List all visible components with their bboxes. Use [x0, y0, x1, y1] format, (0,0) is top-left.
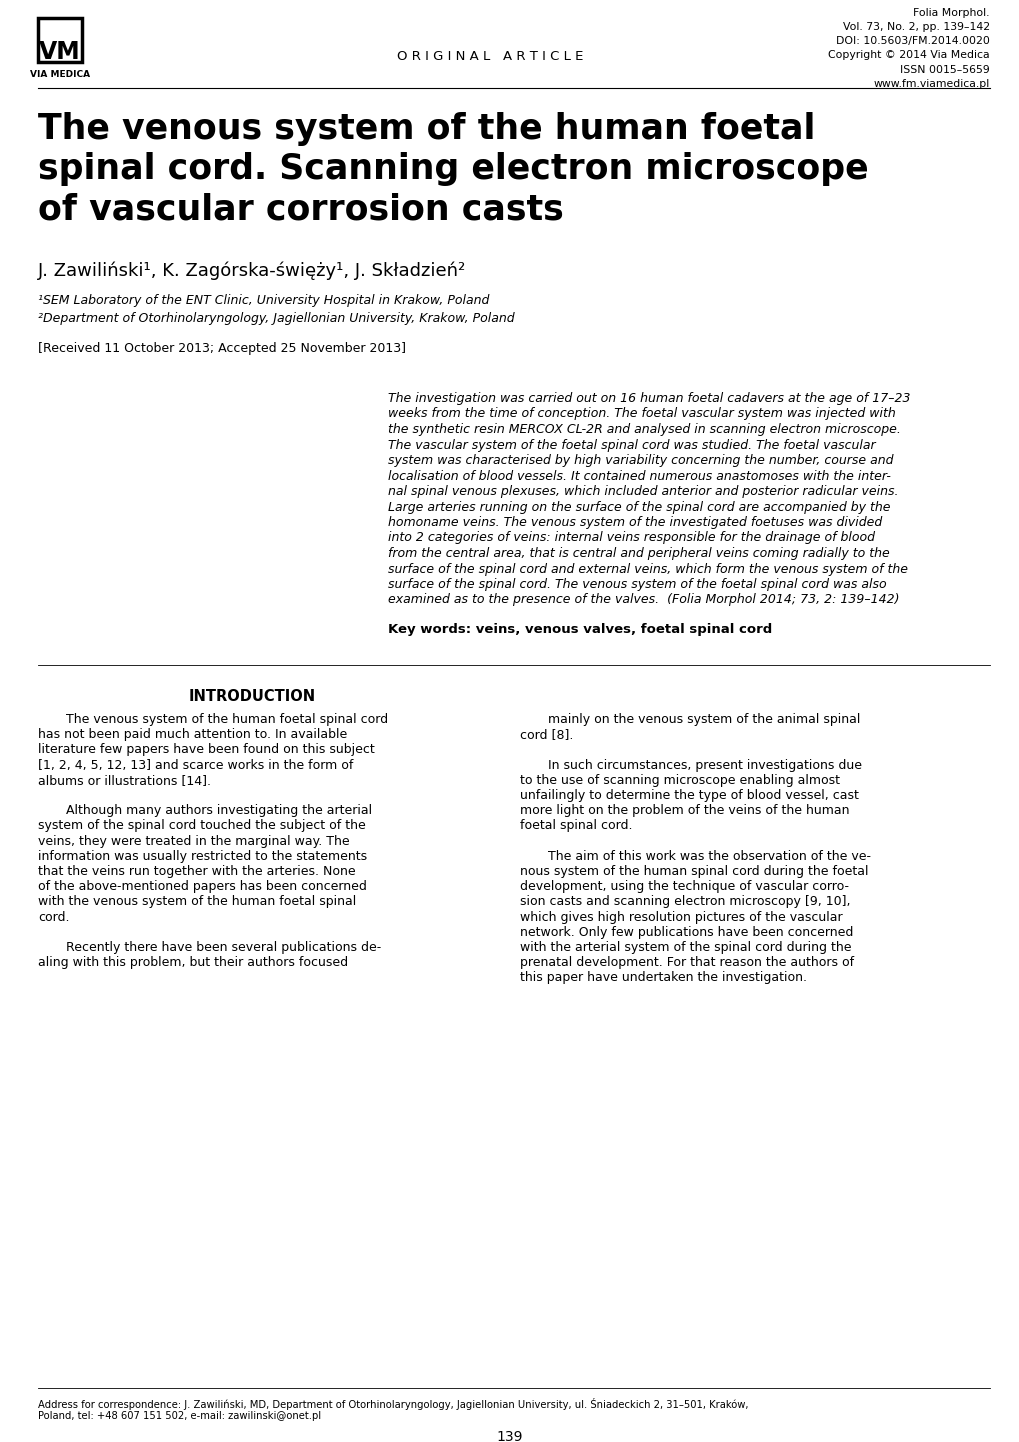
Text: Folia Morphol.
Vol. 73, No. 2, pp. 139–142
DOI: 10.5603/FM.2014.0020
Copyright ©: Folia Morphol. Vol. 73, No. 2, pp. 139–1… [827, 9, 989, 89]
Text: prenatal development. For that reason the authors of: prenatal development. For that reason th… [520, 956, 853, 969]
Text: sion casts and scanning electron microscopy [9, 10],: sion casts and scanning electron microsc… [520, 895, 850, 908]
Text: with the venous system of the human foetal spinal: with the venous system of the human foet… [38, 895, 356, 908]
Text: information was usually restricted to the statements: information was usually restricted to th… [38, 849, 367, 862]
Text: aling with this problem, but their authors focused: aling with this problem, but their autho… [38, 956, 347, 969]
Text: homoname veins. The venous system of the investigated foetuses was divided: homoname veins. The venous system of the… [387, 516, 881, 529]
Text: from the central area, that is central and peripheral veins coming radially to t: from the central area, that is central a… [387, 547, 889, 559]
Text: with the arterial system of the spinal cord during the: with the arterial system of the spinal c… [520, 942, 851, 955]
Text: albums or illustrations [14].: albums or illustrations [14]. [38, 774, 211, 787]
Text: Key words: veins, venous valves, foetal spinal cord: Key words: veins, venous valves, foetal … [387, 623, 771, 636]
Text: weeks from the time of conception. The foetal vascular system was injected with: weeks from the time of conception. The f… [387, 408, 895, 421]
Text: of vascular corrosion casts: of vascular corrosion casts [38, 192, 564, 226]
Text: system was characterised by high variability concerning the number, course and: system was characterised by high variabi… [387, 454, 893, 467]
Text: surface of the spinal cord and external veins, which form the venous system of t: surface of the spinal cord and external … [387, 562, 907, 575]
Text: VIA MEDICA: VIA MEDICA [30, 71, 90, 79]
Text: surface of the spinal cord. The venous system of the foetal spinal cord was also: surface of the spinal cord. The venous s… [387, 578, 886, 591]
Text: [1, 2, 4, 5, 12, 13] and scarce works in the form of: [1, 2, 4, 5, 12, 13] and scarce works in… [38, 758, 353, 771]
Text: this paper have undertaken the investigation.: this paper have undertaken the investiga… [520, 972, 806, 985]
Text: J. Zawiliński¹, K. Zagórska-święży¹, J. Składzień²: J. Zawiliński¹, K. Zagórska-święży¹, J. … [38, 262, 466, 281]
Text: more light on the problem of the veins of the human: more light on the problem of the veins o… [520, 805, 849, 818]
FancyBboxPatch shape [38, 17, 82, 62]
Text: The investigation was carried out on 16 human foetal cadavers at the age of 17–2: The investigation was carried out on 16 … [387, 392, 910, 405]
Text: The venous system of the human foetal spinal cord: The venous system of the human foetal sp… [66, 712, 388, 725]
Text: to the use of scanning microscope enabling almost: to the use of scanning microscope enabli… [520, 774, 840, 787]
Text: VM: VM [39, 40, 81, 63]
Text: development, using the technique of vascular corro-: development, using the technique of vasc… [520, 880, 848, 893]
Text: unfailingly to determine the type of blood vessel, cast: unfailingly to determine the type of blo… [520, 789, 858, 802]
Text: cord.: cord. [38, 910, 69, 923]
Text: into 2 categories of veins: internal veins responsible for the drainage of blood: into 2 categories of veins: internal vei… [387, 532, 874, 545]
Text: The vascular system of the foetal spinal cord was studied. The foetal vascular: The vascular system of the foetal spinal… [387, 438, 874, 451]
Text: The aim of this work was the observation of the ve-: The aim of this work was the observation… [547, 849, 870, 862]
Text: O R I G I N A L   A R T I C L E: O R I G I N A L A R T I C L E [396, 50, 583, 63]
Text: [Received 11 October 2013; Accepted 25 November 2013]: [Received 11 October 2013; Accepted 25 N… [38, 342, 406, 355]
Text: INTRODUCTION: INTRODUCTION [189, 689, 315, 704]
Text: examined as to the presence of the valves.  (Folia Morphol 2014; 73, 2: 139–142): examined as to the presence of the valve… [387, 594, 899, 607]
Text: 139: 139 [496, 1430, 523, 1442]
Text: ¹SEM Laboratory of the ENT Clinic, University Hospital in Krakow, Poland: ¹SEM Laboratory of the ENT Clinic, Unive… [38, 294, 489, 307]
Text: nal spinal venous plexuses, which included anterior and posterior radicular vein: nal spinal venous plexuses, which includ… [387, 485, 898, 497]
Text: cord [8].: cord [8]. [520, 728, 573, 741]
Text: the synthetic resin MERCOX CL-2R and analysed in scanning electron microscope.: the synthetic resin MERCOX CL-2R and ana… [387, 423, 900, 435]
Text: which gives high resolution pictures of the vascular: which gives high resolution pictures of … [520, 910, 842, 923]
Text: In such circumstances, present investigations due: In such circumstances, present investiga… [547, 758, 861, 771]
Text: Poland, tel: +48 607 151 502, e-mail: zawilinski@onet.pl: Poland, tel: +48 607 151 502, e-mail: za… [38, 1412, 321, 1420]
Text: mainly on the venous system of the animal spinal: mainly on the venous system of the anima… [547, 712, 860, 725]
Text: veins, they were treated in the marginal way. The: veins, they were treated in the marginal… [38, 835, 350, 848]
Text: Although many authors investigating the arterial: Although many authors investigating the … [66, 805, 372, 818]
Text: foetal spinal cord.: foetal spinal cord. [520, 819, 632, 832]
Text: network. Only few publications have been concerned: network. Only few publications have been… [520, 926, 853, 939]
Text: Large arteries running on the surface of the spinal cord are accompanied by the: Large arteries running on the surface of… [387, 500, 890, 513]
Text: Recently there have been several publications de-: Recently there have been several publica… [66, 942, 381, 955]
Text: localisation of blood vessels. It contained numerous anastomoses with the inter-: localisation of blood vessels. It contai… [387, 470, 890, 483]
Text: ²Department of Otorhinolaryngology, Jagiellonian University, Krakow, Poland: ²Department of Otorhinolaryngology, Jagi… [38, 311, 515, 324]
Text: that the veins run together with the arteries. None: that the veins run together with the art… [38, 865, 356, 878]
Text: literature few papers have been found on this subject: literature few papers have been found on… [38, 744, 374, 757]
Text: Address for correspondence: J. Zawiliński, MD, Department of Otorhinolaryngology: Address for correspondence: J. Zawilińsk… [38, 1397, 748, 1410]
Text: of the above-mentioned papers has been concerned: of the above-mentioned papers has been c… [38, 880, 367, 893]
Text: spinal cord. Scanning electron microscope: spinal cord. Scanning electron microscop… [38, 151, 868, 186]
Text: has not been paid much attention to. In available: has not been paid much attention to. In … [38, 728, 346, 741]
Text: nous system of the human spinal cord during the foetal: nous system of the human spinal cord dur… [520, 865, 867, 878]
Text: The venous system of the human foetal: The venous system of the human foetal [38, 112, 814, 146]
Text: system of the spinal cord touched the subject of the: system of the spinal cord touched the su… [38, 819, 366, 832]
